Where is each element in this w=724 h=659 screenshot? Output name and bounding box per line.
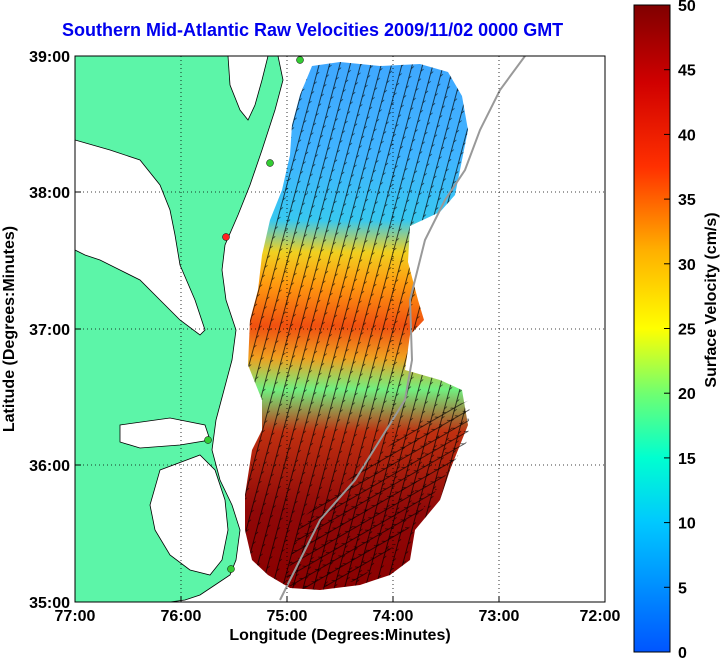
tick-marks: [74, 55, 606, 603]
map-title: Southern Mid-Atlantic Raw Velocities 200…: [62, 20, 564, 40]
colorbar-tick-label: 15: [678, 451, 696, 468]
colorbar-tick-label: 50: [678, 0, 696, 15]
pamlico-sound: [149, 454, 229, 576]
colorbar-tick-label: 10: [678, 516, 696, 533]
x-tick-label: 76:00: [161, 608, 202, 625]
colorbar-tick-label: 30: [678, 257, 696, 274]
y-tick-label: 39:00: [29, 49, 70, 66]
y-tick-label: 35:00: [29, 595, 70, 612]
colorbar-tick-label: 0: [678, 645, 687, 659]
station-marker-highlight: [222, 233, 230, 241]
x-tick-label: 74:00: [373, 608, 414, 625]
colorbar-ticks: [664, 4, 670, 653]
y-tick-label: 36:00: [29, 458, 70, 475]
x-tick-label: 72:00: [580, 608, 621, 625]
colorbar-tick-label: 40: [678, 127, 696, 144]
colorbar-title: Surface Velocity (cm/s): [703, 212, 720, 387]
station-marker: [266, 159, 274, 167]
albemarle-sound: [119, 417, 211, 449]
x-axis-title: Longitude (Degrees:Minutes): [229, 627, 450, 644]
colorbar-tick-label: 45: [678, 63, 696, 80]
shelf-contour: [279, 56, 526, 601]
station-marker: [204, 436, 212, 444]
chesapeake-bay: [75, 139, 206, 336]
station-marker: [227, 565, 235, 573]
velocity-vectors-south: [285, 400, 470, 590]
x-tick-label: 73:00: [479, 608, 520, 625]
y-tick-label: 37:00: [29, 322, 70, 339]
colorbar-tick-label: 20: [678, 386, 696, 403]
x-tick-label: 77:00: [55, 608, 96, 625]
y-tick-label: 38:00: [29, 185, 70, 202]
grid: [75, 56, 605, 602]
x-tick-label: 75:00: [267, 608, 308, 625]
colorbar-tick-label: 35: [678, 192, 696, 209]
y-axis-title: Latitude (Degrees:Minutes): [1, 226, 18, 432]
station-marker: [296, 56, 304, 64]
delaware-bay: [227, 56, 269, 121]
colorbar-tick-label: 5: [678, 580, 687, 597]
colorbar-tick-label: 25: [678, 322, 696, 339]
